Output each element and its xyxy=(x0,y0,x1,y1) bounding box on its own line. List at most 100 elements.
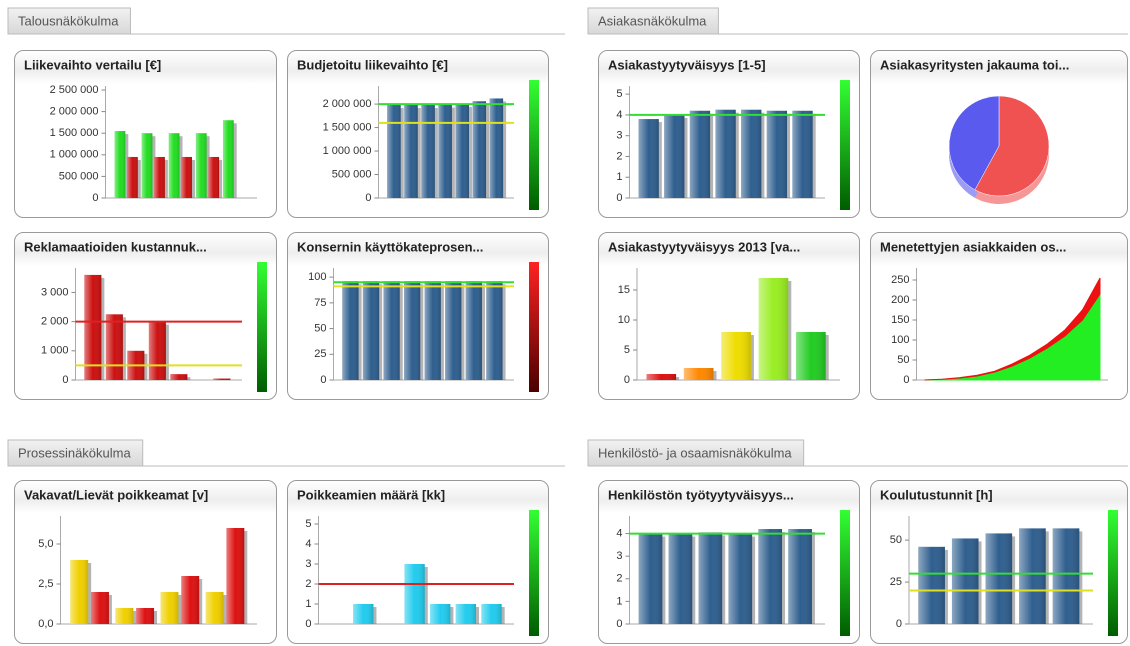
y-tick-label: 3 xyxy=(305,558,311,570)
bar-shine xyxy=(141,133,153,198)
y-tick-label: 3 000 xyxy=(41,286,69,298)
bar-shine xyxy=(70,560,89,624)
y-tick-label: 2,5 xyxy=(38,578,53,590)
y-tick-label: 2 xyxy=(305,578,311,590)
bar-shine xyxy=(741,109,762,198)
bar-shine xyxy=(404,105,418,198)
bar-shine xyxy=(430,604,451,624)
bar-shine xyxy=(638,533,663,624)
bar-shine xyxy=(353,604,374,624)
y-tick-label: 2 xyxy=(616,150,622,162)
bar-shine xyxy=(424,281,441,380)
bar-shine xyxy=(918,546,945,624)
y-tick-label: 0 xyxy=(624,374,630,386)
bar-shine xyxy=(455,604,477,624)
bar-shine xyxy=(404,281,421,380)
panel-title: Menetettyjen asiakkaiden os... xyxy=(880,239,1066,254)
y-tick-label: 150 xyxy=(891,314,909,326)
y-tick-label: 25 xyxy=(314,348,326,360)
y-tick-label: 3 xyxy=(616,130,622,142)
panel-title: Reklamaatioiden kustannuk... xyxy=(24,239,207,254)
y-tick-label: 0 xyxy=(616,192,622,204)
bar-shine xyxy=(136,608,155,624)
bar-shine xyxy=(689,110,711,198)
y-tick-label: 2 500 000 xyxy=(50,84,99,96)
y-tick-label: 2 000 xyxy=(41,316,69,328)
bar-shine xyxy=(387,105,401,198)
panel-title: Liikevaihto vertailu [€] xyxy=(24,57,161,72)
panel-title: Henkilöstön työtyytyväisyys... xyxy=(608,487,794,502)
y-tick-label: 250 xyxy=(891,274,909,286)
bar-shine xyxy=(951,538,979,624)
section-title: Asiakasnäkökulma xyxy=(598,13,707,28)
bar-shine xyxy=(721,332,751,380)
bar-shine xyxy=(208,156,220,198)
bar-shine xyxy=(105,314,123,380)
y-tick-label: 100 xyxy=(308,271,326,283)
bar-shine xyxy=(683,368,714,380)
y-tick-label: 200 xyxy=(891,294,909,306)
bar-shine xyxy=(362,281,380,380)
bar-shine xyxy=(195,133,207,198)
y-tick-label: 0 xyxy=(903,374,909,386)
pie-slice xyxy=(974,95,1050,197)
y-tick-label: 5 xyxy=(624,344,630,356)
y-tick-label: 0 xyxy=(305,618,311,630)
y-tick-label: 5 xyxy=(616,88,622,100)
bar-shine xyxy=(421,105,435,198)
y-tick-label: 10 xyxy=(618,314,630,326)
bar-shine xyxy=(758,529,783,624)
gauge xyxy=(529,262,539,392)
gauge xyxy=(840,510,850,636)
pie-slice xyxy=(948,95,1000,191)
bar-shine xyxy=(698,532,723,624)
y-tick-label: 0 xyxy=(896,618,902,630)
bar-shine xyxy=(728,533,753,624)
y-tick-label: 1 000 xyxy=(41,345,69,357)
section-title: Henkilöstö- ja osaamisnäkökulma xyxy=(598,445,792,460)
panel-title: Koulutustunnit [h] xyxy=(880,487,993,502)
gauge xyxy=(257,262,267,392)
y-tick-label: 500 000 xyxy=(59,170,99,182)
y-tick-label: 500 000 xyxy=(332,168,372,180)
bar-shine xyxy=(758,278,789,380)
panel xyxy=(598,232,860,400)
bar-shine xyxy=(205,592,224,624)
bar-shine xyxy=(84,274,102,380)
bar-shine xyxy=(1019,528,1046,624)
bar-shine xyxy=(715,109,736,198)
panel-title: Konsernin käyttökateprosen... xyxy=(297,239,483,254)
gauge xyxy=(529,510,539,636)
bar-shine xyxy=(127,156,138,198)
gauge xyxy=(1108,510,1118,636)
bar-shine xyxy=(788,529,812,624)
panel-title: Asiakastyytyväisyys [1-5] xyxy=(608,57,766,72)
y-tick-label: 0,0 xyxy=(38,618,53,630)
y-tick-label: 1 000 000 xyxy=(50,149,99,161)
bar-shine xyxy=(226,528,245,624)
y-tick-label: 0 xyxy=(320,374,326,386)
bar-shine xyxy=(796,332,826,380)
y-tick-label: 0 xyxy=(365,192,371,204)
section-title: Prosessinäkökulma xyxy=(18,445,131,460)
y-tick-label: 50 xyxy=(890,534,902,546)
bar-shine xyxy=(160,592,179,624)
y-tick-label: 2 xyxy=(616,573,622,585)
bar-shine xyxy=(383,281,400,380)
bar-shine xyxy=(154,156,165,198)
bar-shine xyxy=(114,131,126,198)
bar-shine xyxy=(115,608,134,624)
y-tick-label: 1 500 000 xyxy=(50,127,99,139)
bar-shine xyxy=(664,114,685,198)
y-tick-label: 0 xyxy=(62,374,68,386)
y-tick-label: 4 xyxy=(616,109,622,121)
bar-shine xyxy=(472,101,487,198)
y-tick-label: 100 xyxy=(891,334,909,346)
bar-shine xyxy=(792,110,813,198)
y-tick-label: 2 000 000 xyxy=(323,98,372,110)
panel-title: Vakavat/Lievät poikkeamat [v] xyxy=(24,487,208,502)
bar-shine xyxy=(646,374,677,380)
area xyxy=(924,277,1101,381)
y-tick-label: 4 xyxy=(305,538,311,550)
